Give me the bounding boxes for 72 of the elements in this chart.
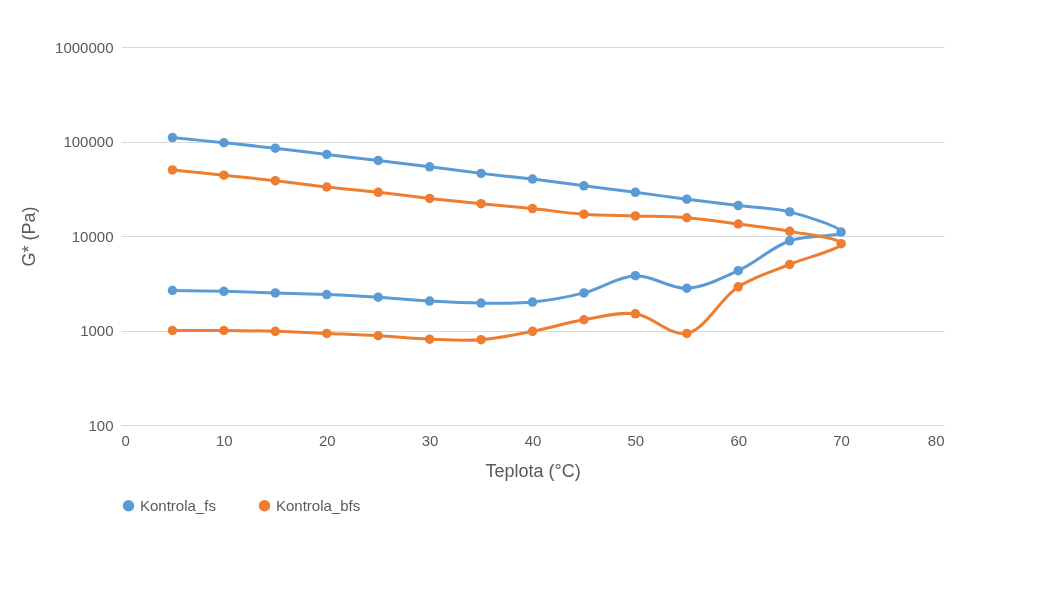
point — [579, 181, 589, 191]
point — [270, 288, 281, 298]
point — [322, 149, 332, 160]
point — [167, 165, 178, 175]
point — [476, 298, 486, 308]
point — [373, 292, 383, 302]
point — [630, 211, 641, 221]
point — [784, 226, 795, 237]
point — [579, 315, 589, 325]
point — [527, 326, 538, 337]
point — [579, 209, 589, 219]
point — [424, 334, 435, 344]
point — [270, 175, 281, 186]
point — [784, 236, 795, 246]
y-tick-label: 100 — [88, 416, 114, 434]
point — [424, 162, 435, 172]
x-axis-title: Teplota (°C) — [485, 460, 581, 481]
x-tick-label: 70 — [833, 431, 850, 449]
point — [373, 155, 383, 166]
point — [733, 282, 743, 292]
point — [322, 289, 332, 300]
point — [270, 326, 281, 337]
point — [167, 132, 178, 143]
point — [476, 168, 486, 179]
point — [630, 309, 641, 319]
point — [167, 285, 178, 296]
y-axis-title: G* (Pa) — [19, 206, 40, 267]
legend-label: Kontrola_bfs — [276, 496, 361, 514]
x-tick-label: 10 — [216, 431, 233, 449]
point — [219, 170, 229, 180]
point — [527, 174, 538, 184]
x-tick-label: 80 — [927, 431, 945, 449]
x-tick-label: 0 — [121, 431, 130, 449]
point — [579, 288, 589, 298]
point — [527, 297, 538, 307]
y-tick-label: 1000000 — [55, 38, 114, 56]
x-tick-label: 50 — [627, 431, 645, 449]
y-tick-label: 100000 — [63, 133, 114, 150]
point — [682, 328, 692, 339]
y-tick-label: 1000 — [80, 322, 114, 339]
legend-label: Kontrola_fs — [140, 496, 216, 514]
point — [476, 334, 486, 345]
point — [373, 187, 383, 198]
point — [784, 259, 795, 270]
point — [784, 207, 795, 217]
point — [527, 203, 538, 214]
point — [424, 296, 435, 306]
y-tick-label: 10000 — [71, 227, 114, 245]
x-tick-label: 30 — [421, 431, 439, 449]
point — [682, 213, 692, 223]
point — [322, 328, 332, 339]
point — [682, 194, 692, 204]
point — [836, 227, 846, 237]
point — [219, 138, 229, 148]
point — [476, 198, 486, 209]
point — [219, 325, 229, 336]
point — [219, 286, 229, 297]
x-tick-label: 60 — [730, 431, 748, 449]
point — [270, 143, 281, 153]
point — [630, 187, 641, 198]
point — [424, 193, 435, 204]
point — [167, 325, 178, 336]
point — [733, 219, 743, 229]
point — [322, 182, 332, 192]
point — [682, 283, 692, 293]
point — [836, 238, 846, 249]
point — [733, 265, 743, 276]
point — [733, 200, 743, 211]
point — [630, 270, 641, 281]
point — [373, 331, 383, 341]
x-tick-label: 40 — [524, 431, 542, 449]
x-tick-label: 20 — [318, 431, 336, 449]
